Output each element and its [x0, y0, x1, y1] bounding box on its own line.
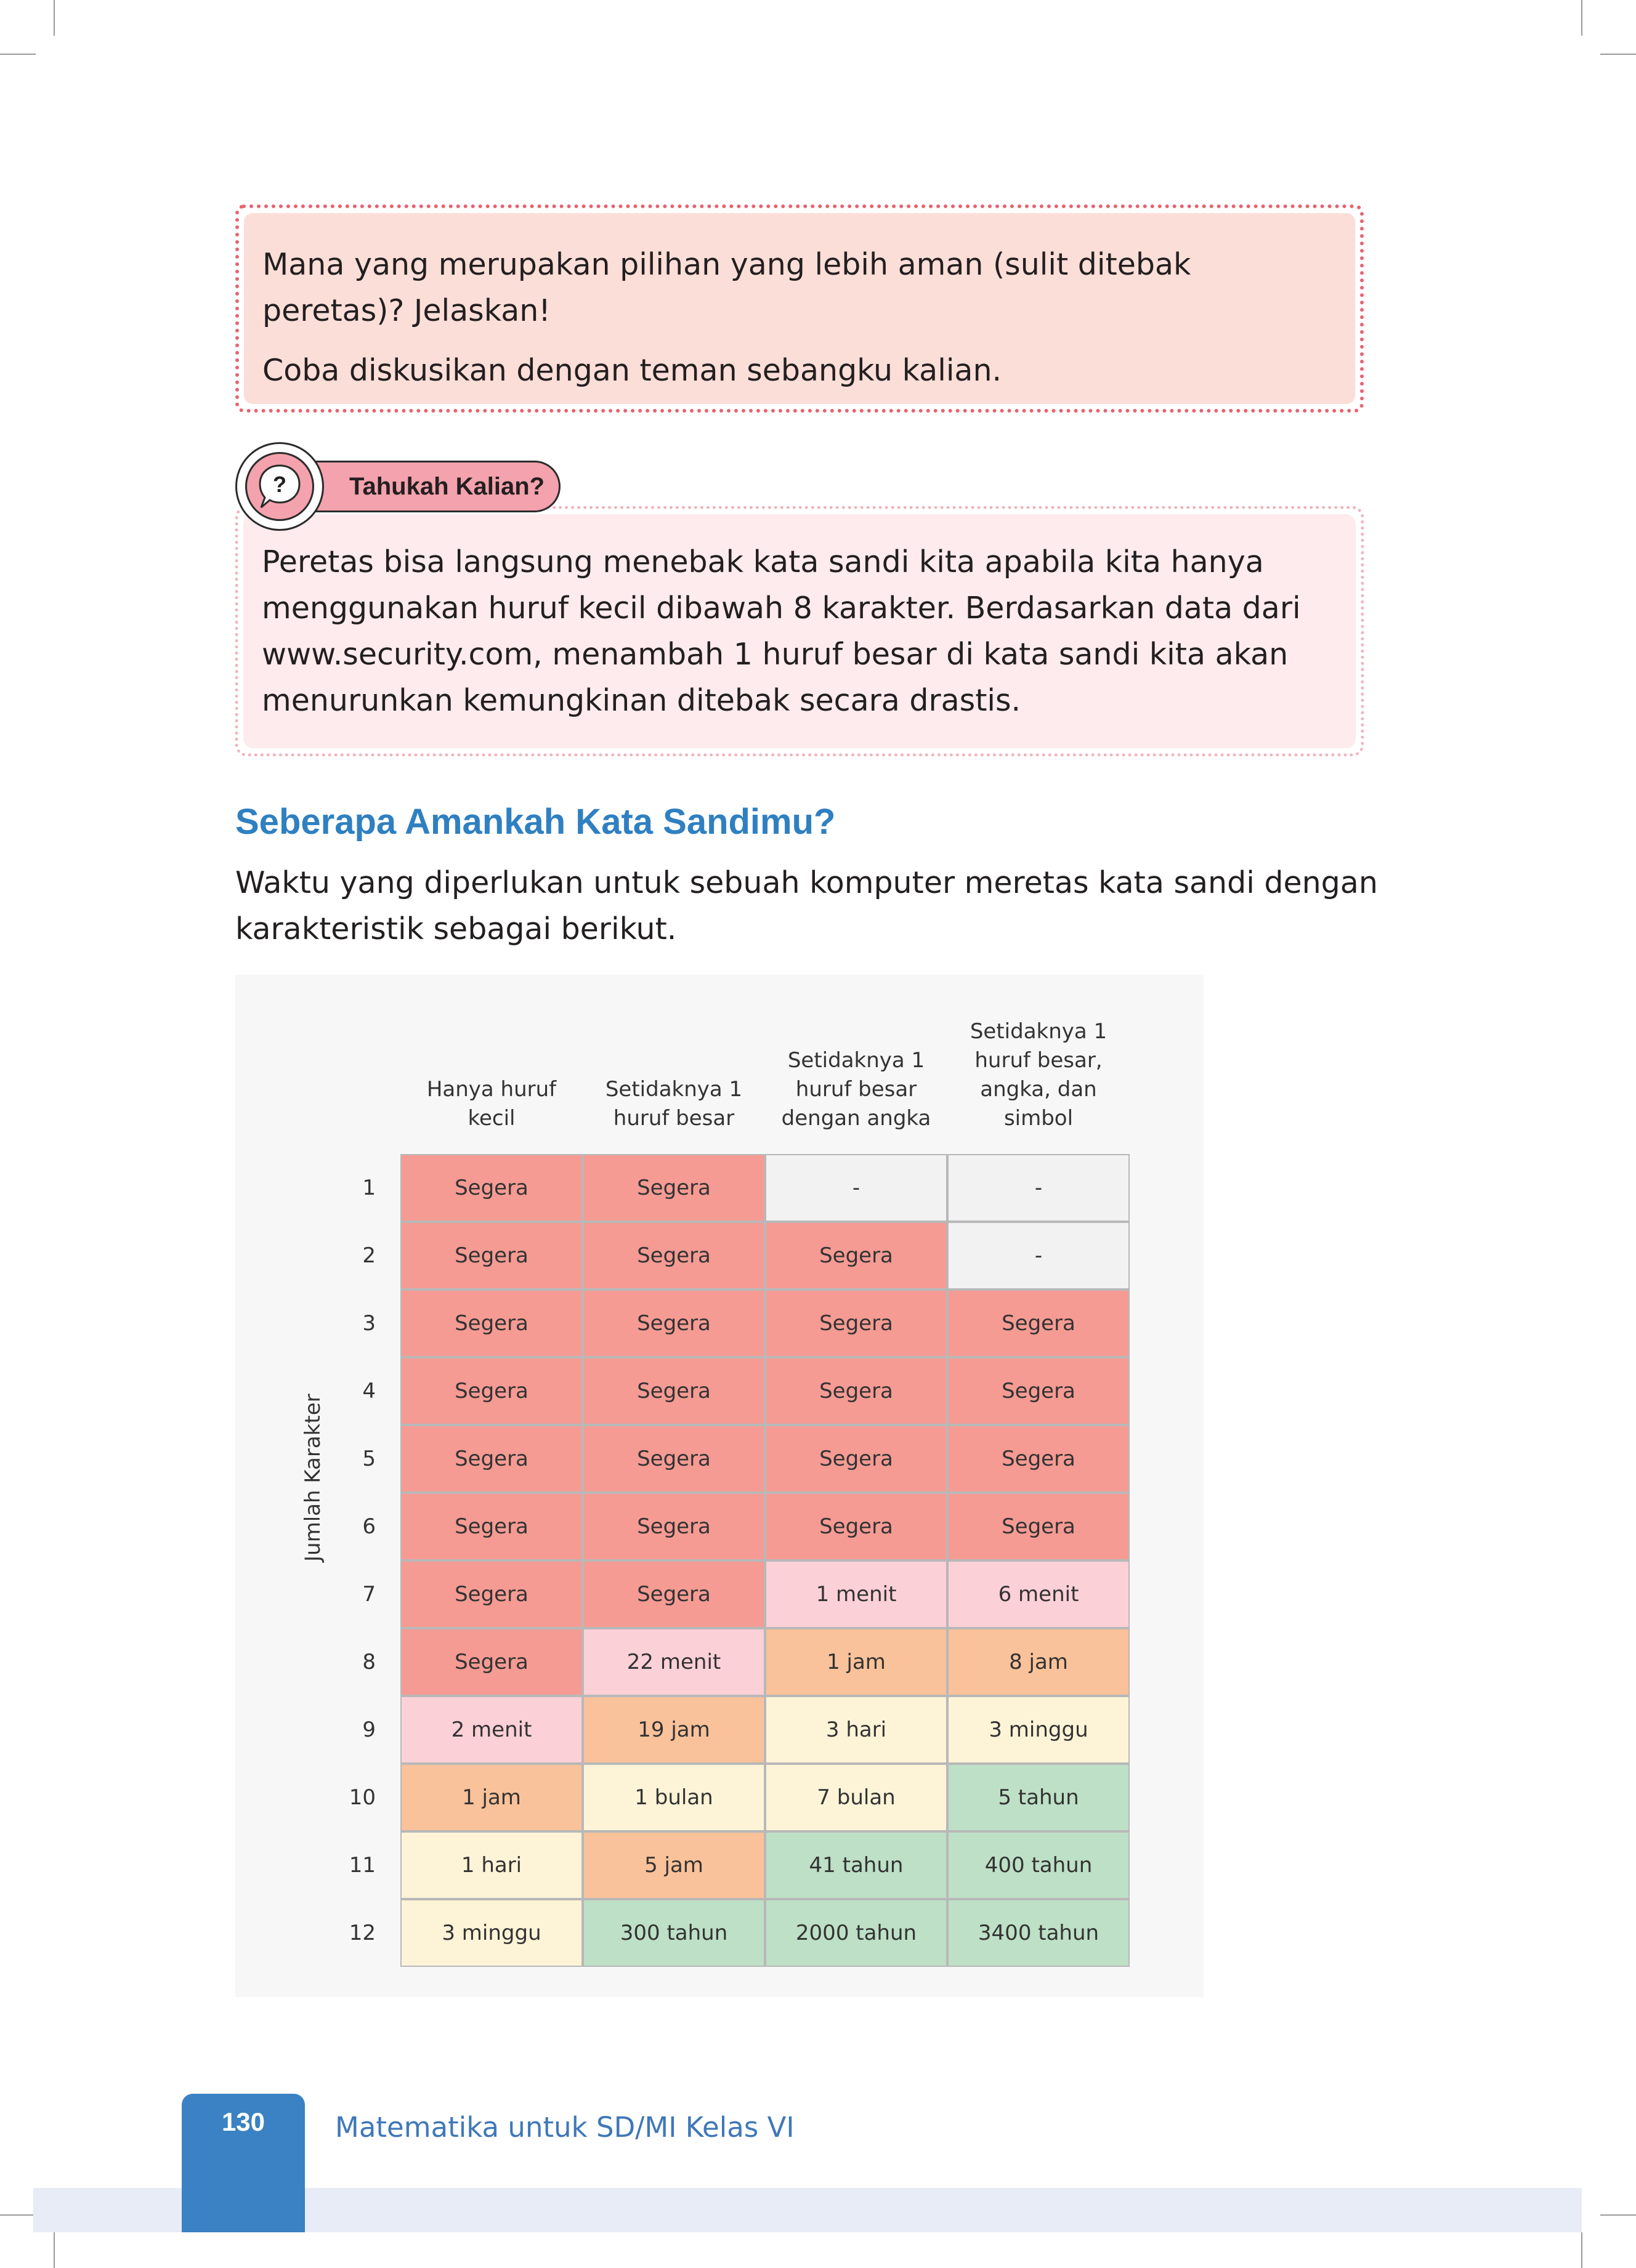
table-cell: 2 menit — [400, 1696, 583, 1764]
book-title: Matematika untuk SD/MI Kelas VI — [335, 2111, 795, 2144]
table-cell: 19 jam — [583, 1696, 765, 1764]
table-cell: 5 tahun — [947, 1764, 1130, 1831]
crop-mark — [0, 2214, 36, 2216]
question-text: Mana yang merupakan pilihan yang lebih a… — [262, 247, 1191, 328]
row-label: 11 — [349, 1853, 376, 1878]
table-cell: Segera — [765, 1357, 947, 1425]
table-cell: Segera — [947, 1357, 1130, 1425]
question-bubble-icon: ? — [259, 464, 301, 509]
row-label: 1 — [362, 1176, 376, 1200]
row-label: 5 — [362, 1447, 376, 1471]
table-cell: Segera — [583, 1425, 765, 1493]
row-label: 4 — [362, 1379, 376, 1403]
row-label: 7 — [362, 1582, 376, 1607]
table-cell: 1 menit — [765, 1560, 947, 1628]
table-cell: 7 bulan — [765, 1764, 947, 1831]
table-cell: 22 menit — [583, 1628, 765, 1696]
table-cell: 5 jam — [583, 1831, 765, 1899]
column-header: Setidaknya 1 huruf besar — [605, 1077, 743, 1131]
table-cell: - — [947, 1154, 1130, 1222]
table-cell: 6 menit — [947, 1560, 1130, 1628]
table-cell: 41 tahun — [765, 1831, 947, 1899]
table-cell: Segera — [400, 1425, 583, 1493]
table-cell: 300 tahun — [583, 1899, 765, 1967]
question-box: Mana yang merupakan pilihan yang lebih a… — [235, 204, 1364, 413]
crop-mark — [54, 0, 55, 36]
table-cell: Segera — [583, 1493, 765, 1560]
table-cell: Segera — [947, 1493, 1130, 1560]
crop-mark — [1581, 0, 1582, 36]
discussion-prompt: Coba diskusikan dengan teman sebangku ka… — [262, 353, 1002, 388]
row-label: 8 — [362, 1650, 376, 1674]
svg-text:?: ? — [273, 472, 286, 497]
table-cell: 1 bulan — [583, 1764, 765, 1831]
row-label: 10 — [349, 1785, 376, 1810]
page-number: 130 — [221, 2107, 265, 2136]
crop-mark — [1581, 2232, 1582, 2268]
table-cell: 3 hari — [765, 1696, 947, 1764]
table-cell: Segera — [400, 1560, 583, 1628]
column-header: Hanya huruf kecil — [426, 1077, 557, 1131]
table-cell: Segera — [583, 1560, 765, 1628]
crop-mark — [0, 54, 36, 55]
table-cell: 3 minggu — [947, 1696, 1130, 1764]
crop-mark — [54, 2232, 55, 2268]
table-cell: Segera — [947, 1289, 1130, 1357]
column-header: Setidaknya 1 huruf besar, angka, dan sim… — [970, 1019, 1108, 1131]
row-label: 6 — [362, 1514, 376, 1539]
section-title: Seberapa Amankah Kata Sandimu? — [235, 802, 836, 842]
did-you-know-box: Peretas bisa langsung menebak kata sandi… — [235, 506, 1364, 756]
crop-mark — [1600, 54, 1636, 55]
table-cell: 1 jam — [765, 1628, 947, 1696]
table-cell: Segera — [765, 1222, 947, 1289]
did-you-know-text: Peretas bisa langsung menebak kata sandi… — [262, 544, 1301, 718]
table-cell: Segera — [947, 1425, 1130, 1493]
table-cell: Segera — [400, 1493, 583, 1560]
row-label: 12 — [349, 1921, 376, 1945]
column-header: Setidaknya 1 huruf besar dengan angka — [781, 1048, 931, 1131]
crop-mark — [1600, 2214, 1636, 2216]
table-cell: Segera — [400, 1222, 583, 1289]
table-cell: Segera — [400, 1154, 583, 1222]
table-cell: Segera — [765, 1425, 947, 1493]
table-cell: Segera — [765, 1289, 947, 1357]
table-cell: Segera — [765, 1493, 947, 1560]
did-you-know-content: Peretas bisa langsung menebak kata sandi… — [243, 514, 1356, 748]
table-cell: - — [947, 1222, 1130, 1289]
table-cell: Segera — [400, 1628, 583, 1696]
row-label: 2 — [362, 1243, 376, 1268]
table-cell: 1 jam — [400, 1764, 583, 1831]
y-axis-label: Jumlah Karakter — [301, 1394, 325, 1562]
table-cell: Segera — [583, 1357, 765, 1425]
row-label: 3 — [362, 1311, 376, 1336]
table-cell: Segera — [583, 1154, 765, 1222]
table-cell: Segera — [400, 1357, 583, 1425]
table-cell: Segera — [400, 1289, 583, 1357]
table-cell: 1 hari — [400, 1831, 583, 1899]
table-cell: Segera — [583, 1289, 765, 1357]
row-label: 9 — [362, 1717, 376, 1742]
table-cell: 2000 tahun — [765, 1899, 947, 1967]
did-you-know-label: Tahukah Kalian? — [349, 473, 545, 500]
table-cell: 3 minggu — [400, 1899, 583, 1967]
table-cell: - — [765, 1154, 947, 1222]
page-number-tab — [182, 2094, 305, 2232]
did-you-know-tag: Tahukah Kalian? — [277, 461, 561, 512]
section-intro: Waktu yang diperlukan untuk sebuah kompu… — [235, 865, 1378, 946]
question-box-content: Mana yang merupakan pilihan yang lebih a… — [244, 213, 1355, 404]
table-cell: Segera — [583, 1222, 765, 1289]
table-cell: 8 jam — [947, 1628, 1130, 1696]
table-cell: 400 tahun — [947, 1831, 1130, 1899]
table-cell: 3400 tahun — [947, 1899, 1130, 1967]
